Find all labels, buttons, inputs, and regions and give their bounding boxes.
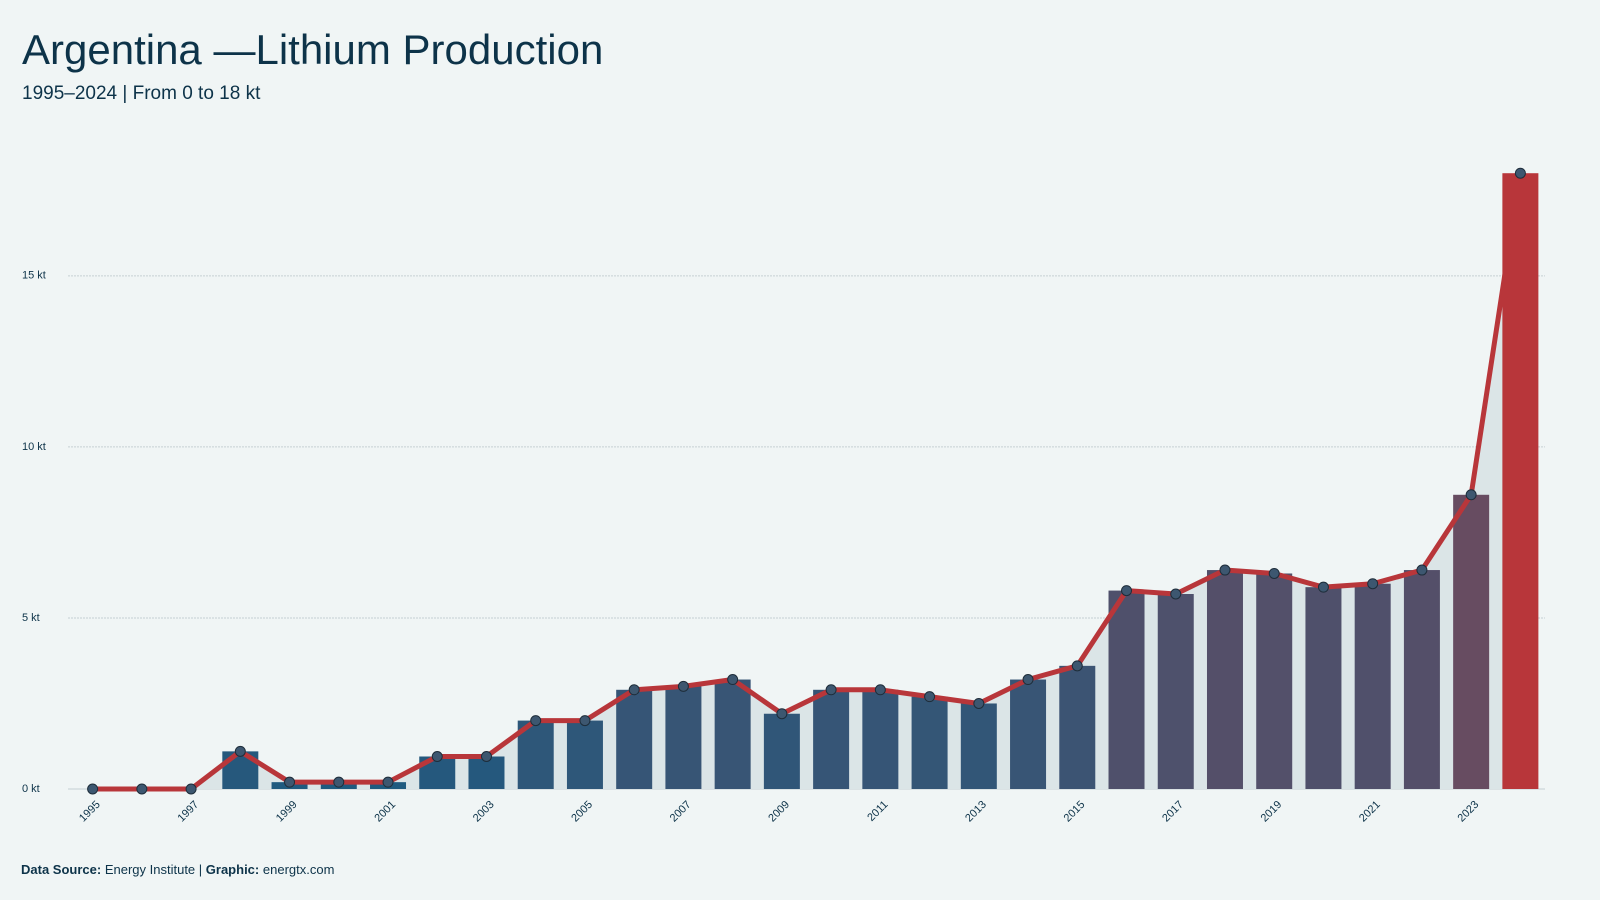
x-tick-label: 2007 [668,799,694,825]
bar [1108,590,1145,789]
x-tick-label: 2009 [766,799,792,825]
bar [1206,570,1243,789]
bar [714,679,751,789]
marker [579,715,591,727]
marker [1317,581,1329,593]
x-tick-label: 2013 [963,799,989,825]
bar [1403,570,1440,789]
graphic-label: Graphic: [206,862,259,877]
marker [1071,660,1083,672]
footer: Data Source: Energy Institute | Graphic:… [21,862,334,877]
marker [530,715,542,727]
bar [1157,594,1194,789]
bar [1354,583,1391,789]
x-tick-label: 2015 [1062,799,1088,825]
y-tick-label: 0 kt [22,783,40,795]
marker [284,776,296,788]
marker [1268,567,1280,579]
x-tick-label: 2001 [372,799,398,825]
marker [1022,674,1034,686]
x-tick-label: 2011 [865,799,890,824]
marker [825,684,837,696]
marker [480,751,492,762]
marker [1170,588,1182,600]
bar [813,689,850,789]
marker [1367,578,1379,590]
bar [911,696,948,789]
bar [960,703,997,789]
chart-subtitle: 1995–2024 | From 0 to 18 kt [22,83,261,104]
x-tick-label: 1995 [77,799,103,825]
source: Energy Institute | [105,862,202,877]
marker [431,751,443,762]
bar [1305,587,1342,789]
x-tick-label: 2019 [1259,799,1285,825]
marker [1465,489,1477,501]
marker [234,745,246,757]
marker [874,684,886,696]
marker [776,708,788,720]
bar [1502,173,1539,790]
x-tick-label: 1999 [274,799,300,825]
x-tick-label: 2023 [1456,799,1482,825]
x-tick-label: 1997 [175,799,201,825]
bar [616,689,653,789]
bar [1059,665,1096,789]
bar [1010,679,1047,789]
marker [136,783,148,795]
bar [862,689,899,789]
x-tick-label: 2021 [1357,799,1383,825]
bar [1453,494,1490,789]
bar [665,686,702,789]
marker [628,684,640,696]
marker [1219,564,1231,576]
marker [185,783,197,795]
graphic: energtx.com [263,862,335,877]
marker [973,697,985,709]
chart-title: Argentina —Lithium Production [22,26,603,73]
marker [382,776,394,788]
marker [1514,167,1526,179]
bar [1256,573,1293,789]
x-tick-label: 2005 [569,799,595,825]
marker [1416,564,1428,576]
marker [333,776,345,788]
marker [924,691,936,703]
x-tick-label: 2017 [1160,799,1186,825]
y-tick-label: 5 kt [22,612,40,624]
line [92,172,1523,792]
source-label: Data Source: [21,862,101,877]
marker [677,680,689,692]
marker [87,783,99,795]
y-tick-label: 10 kt [22,441,46,453]
bar [566,720,603,789]
marker [727,674,739,686]
bar [763,713,800,789]
x-tick-label: 2003 [471,799,497,825]
marker [1121,585,1133,597]
y-tick-label: 15 kt [22,270,46,282]
